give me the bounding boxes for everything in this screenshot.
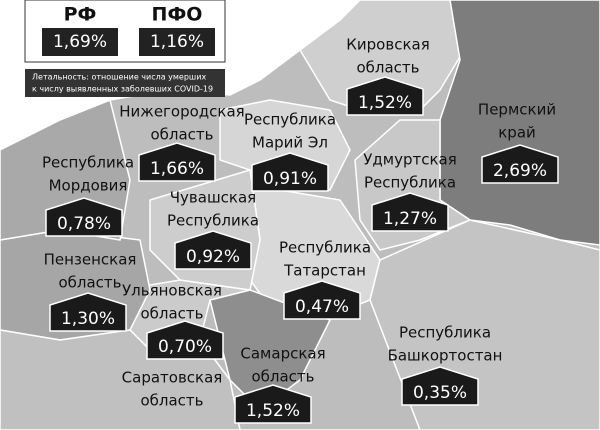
value-marker — [371, 192, 449, 232]
legend-label: РФ — [64, 4, 97, 26]
note-box — [25, 69, 225, 97]
value-marker — [234, 384, 312, 424]
legend-value: 1,69% — [53, 32, 107, 52]
region-value: 0,35% — [413, 383, 467, 403]
region-name: Удмуртская — [363, 151, 457, 169]
region-name: Чувашская — [170, 189, 256, 207]
region-name: Башкортостан — [388, 347, 503, 365]
region-value: 0,78% — [57, 214, 111, 234]
region-name: Саратовская — [122, 369, 223, 387]
region-name: Республика — [399, 324, 491, 342]
region-value: 1,52% — [246, 401, 300, 421]
region-name: область — [58, 274, 121, 292]
region-name: Мордовия — [49, 177, 128, 195]
region-name: Пензенская — [44, 251, 137, 269]
region-name: Республика — [364, 174, 456, 192]
value-marker — [251, 152, 329, 192]
legend-value-box — [42, 28, 118, 56]
region-name: Республика — [244, 111, 336, 129]
region-value: 2,69% — [493, 161, 547, 181]
value-marker — [346, 76, 424, 116]
region-name: область — [356, 59, 419, 77]
region-value: 0,92% — [186, 247, 240, 267]
region-name: Республика — [42, 154, 134, 172]
value-marker — [146, 320, 224, 360]
value-marker — [49, 292, 127, 332]
region-name: Самарская — [240, 345, 325, 363]
region-name: Татарстан — [283, 262, 366, 280]
value-marker — [283, 280, 361, 320]
region-name: область — [251, 368, 314, 386]
region-name: область — [140, 392, 203, 410]
region-name: Кировская — [346, 36, 429, 54]
region-value: 0,91% — [263, 169, 317, 189]
region-name: Марий Эл — [252, 134, 328, 152]
value-marker — [174, 230, 252, 270]
region-name: область — [150, 126, 213, 144]
region-name: область — [140, 305, 203, 323]
legend-value: 1,16% — [150, 32, 204, 52]
note-line: Летальность: отношение числа умерших — [32, 73, 206, 82]
region-name: Республика — [279, 239, 371, 257]
region-name: край — [498, 124, 536, 142]
value-marker — [138, 142, 216, 182]
legend-label: ПФО — [152, 4, 203, 26]
region-value: 1,66% — [150, 159, 204, 179]
note-line: к числу выявленных заболевших COVID-19 — [32, 85, 213, 94]
region-name: Пермский — [478, 101, 556, 119]
legend-value-box — [139, 28, 215, 56]
region-value: 1,30% — [61, 309, 115, 329]
value-marker — [45, 197, 123, 237]
region-value: 0,47% — [295, 297, 349, 317]
region-name: Ульяновская — [122, 282, 222, 300]
region-value: 0,70% — [158, 337, 212, 357]
region-name: Нижегородская — [119, 103, 244, 121]
region-value: 1,27% — [383, 209, 437, 229]
region-value: 1,52% — [358, 93, 412, 113]
region-name: Республика — [167, 212, 259, 230]
value-marker — [401, 366, 479, 406]
value-marker — [481, 144, 559, 184]
